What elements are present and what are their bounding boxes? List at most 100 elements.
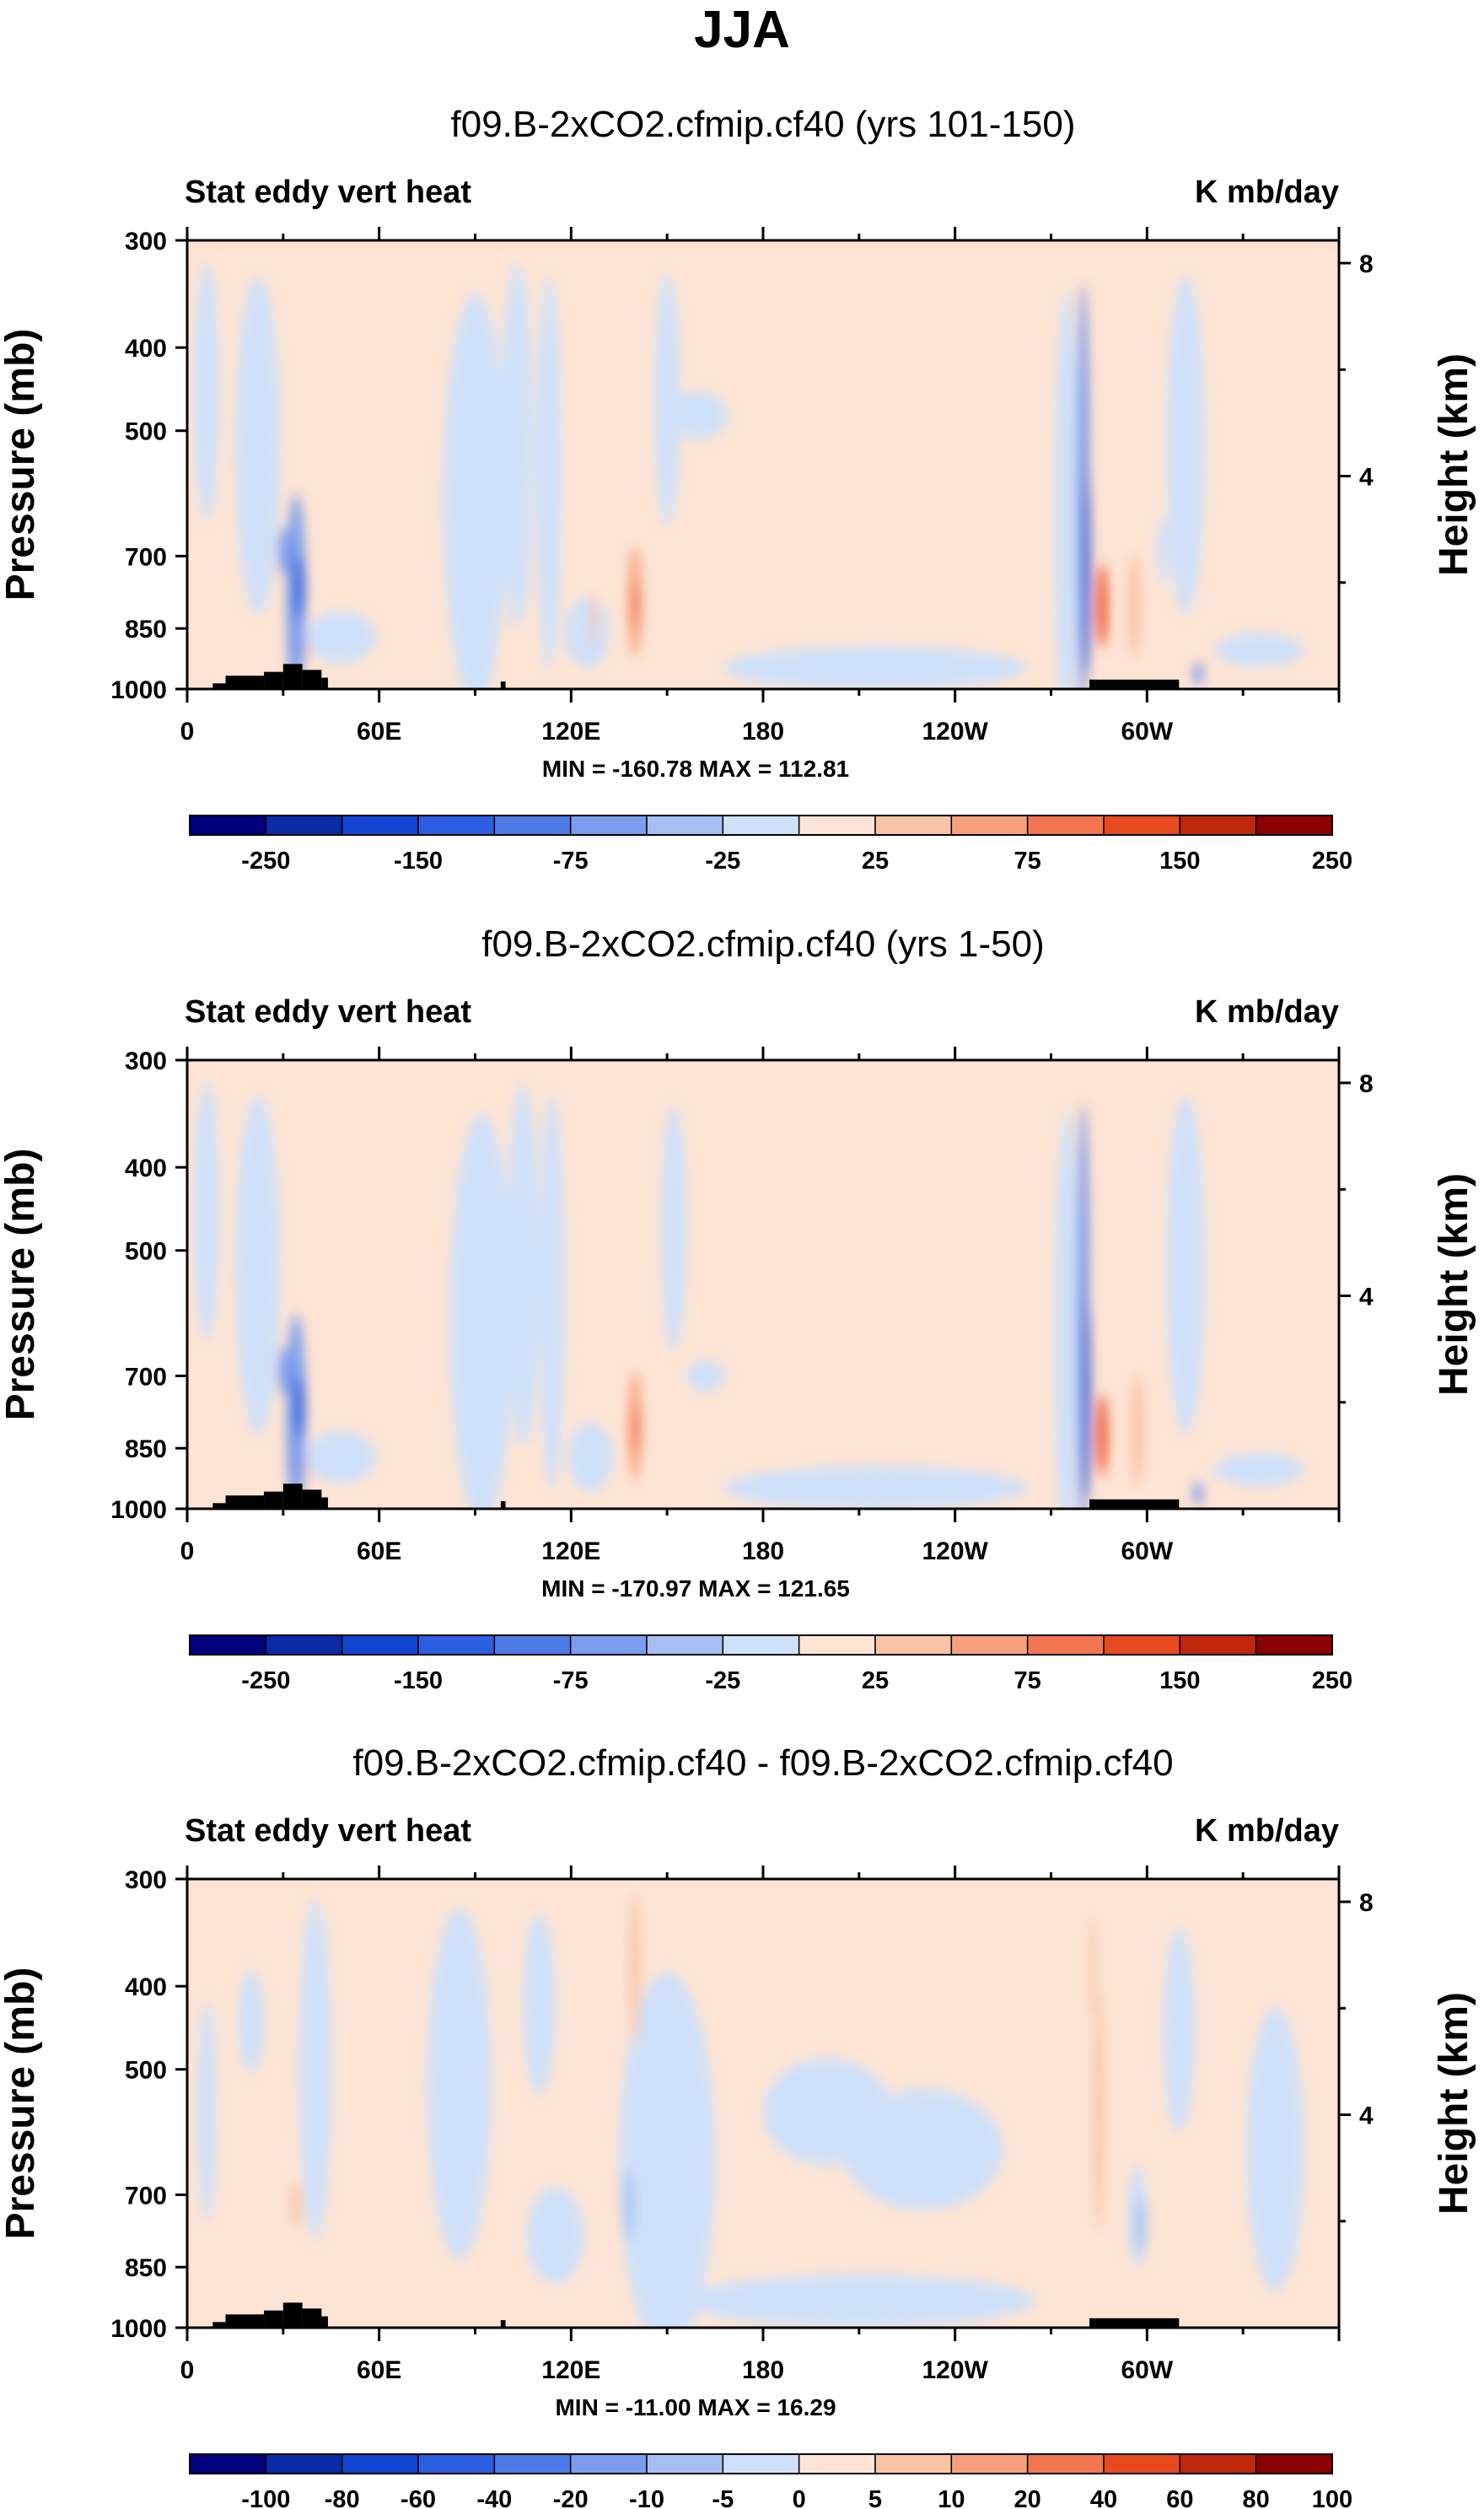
y-tick-label: 1000 [110, 1496, 167, 1524]
colorbar-label: 75 [1014, 1667, 1041, 1694]
colorbar-swatch [874, 1634, 953, 1656]
panel-right-label: K mb/day [1195, 994, 1339, 1030]
panel-3: f09.B-2xCO2.cfmip.cf40 - f09.B-2xCO2.cfm… [0, 1742, 1476, 2509]
anomaly-patch [723, 1466, 1027, 1509]
anomaly-patch [193, 1082, 219, 1341]
colorbar-swatch [417, 815, 496, 836]
figure-title: JJA [694, 1, 790, 59]
anomaly-patch [294, 1374, 304, 1439]
y-tick-label: 500 [125, 1238, 167, 1266]
anomaly-patch [1083, 1298, 1090, 1495]
x-tick-label: 180 [742, 2356, 784, 2384]
x-tick-label: 120W [922, 718, 988, 746]
colorbar-swatch [1026, 1634, 1105, 1656]
topography-mask [225, 1495, 265, 1509]
anomaly-patch [1214, 633, 1304, 667]
x-tick-label: 120E [541, 718, 600, 746]
colorbar-swatch [569, 1634, 648, 1656]
anomaly-patch [427, 1908, 492, 2260]
topography-mask [1089, 1499, 1096, 1509]
min-max-stats: MIN = -160.78 MAX = 112.81 [542, 756, 849, 782]
anomaly-patch [590, 592, 597, 647]
anomaly-patch [1083, 472, 1090, 671]
colorbar-swatch [493, 2453, 572, 2474]
anomaly-patch [539, 1096, 565, 1489]
anomaly-patch [294, 554, 304, 619]
x-tick-label: 120E [541, 1537, 600, 1565]
colorbar-swatch [722, 2453, 800, 2474]
colorbar-swatch [265, 1634, 343, 1656]
colorbar-label: -150 [394, 848, 443, 875]
y-tick-label: 300 [125, 228, 167, 256]
contour-field [187, 240, 1339, 689]
anomaly-patch [291, 2182, 301, 2229]
panel-2: f09.B-2xCO2.cfmip.cf40 (yrs 1-50) Stat ed… [0, 923, 1476, 1694]
x-tick-label: 60W [1121, 2356, 1173, 2384]
y-right-tick-label: 4 [1359, 1284, 1374, 1311]
y-tick-label: 850 [125, 616, 167, 643]
anomaly-patch [526, 2187, 584, 2284]
panel-title: f09.B-2xCO2.cfmip.cf40 (yrs 1-50) [481, 923, 1045, 965]
y-tick-label: 500 [125, 418, 167, 446]
x-tick-label: 0 [180, 1537, 195, 1565]
anomaly-patch [1127, 554, 1141, 658]
colorbar-swatch [646, 1634, 724, 1656]
topography-mask [1089, 2318, 1096, 2328]
y-tick-label: 500 [125, 2057, 167, 2085]
y-right-tick-label: 8 [1359, 1889, 1374, 1917]
y-tick-label: 1000 [110, 676, 167, 704]
x-tick-label: 120E [541, 2356, 600, 2384]
min-max-stats: MIN = -170.97 MAX = 121.65 [541, 1575, 850, 1602]
anomaly-patch [234, 276, 281, 616]
colorbar-swatch [265, 815, 343, 836]
colorbar-frame [189, 2453, 1333, 2474]
colorbar-label: -150 [394, 1667, 443, 1694]
colorbar-label: 60 [1166, 2486, 1193, 2509]
colorbar-label: 250 [1312, 1667, 1352, 1694]
colorbar-label: -25 [705, 848, 740, 875]
colorbar-swatch [569, 815, 648, 836]
colorbar-swatch [341, 2453, 419, 2474]
y-right-tick-label: 8 [1359, 250, 1374, 278]
panel-right-label: K mb/day [1195, 175, 1339, 210]
colorbar-swatch [569, 2453, 648, 2474]
anomaly-patch [1245, 2007, 1304, 2291]
colorbar-swatch [1103, 2453, 1181, 2474]
anomaly-patch [1214, 1452, 1304, 1487]
y-tick-label: 400 [125, 1973, 167, 2001]
anomaly-patch [619, 1972, 716, 2328]
topography-mask [500, 2320, 506, 2328]
anomaly-patch [1131, 1374, 1144, 1486]
anomaly-patch [278, 526, 288, 575]
y-axis-title: Pressure (mb) [0, 1149, 43, 1421]
colorbar-label: -250 [241, 848, 290, 875]
anomaly-patch [669, 392, 729, 439]
x-tick-label: 60W [1121, 1537, 1173, 1565]
anomaly-patch [443, 293, 508, 689]
topography-mask [1095, 2318, 1180, 2328]
anomaly-patch [507, 1083, 540, 1447]
anomaly-patch [1089, 1917, 1096, 2016]
anomaly-patch [523, 1914, 556, 2095]
colorbar-label: -20 [553, 2486, 589, 2509]
colorbar-swatch [798, 815, 876, 836]
topography-mask [321, 2316, 328, 2328]
colorbar-label: 250 [1312, 848, 1352, 875]
y-axis-title: Pressure (mb) [0, 329, 43, 601]
colorbar: -100 -80 -60 -40 -20 -10 -5 0 5 10 20 40 60 80 100 [189, 2453, 1352, 2509]
topography-mask [321, 1497, 328, 1509]
panel-1: f09.B-2xCO2.cfmip.cf40 (yrs 101-150) Stat… [0, 104, 1476, 875]
colorbar-label: -250 [241, 1667, 290, 1694]
colorbar-swatch [493, 815, 572, 836]
x-tick-label: 60E [357, 2356, 401, 2384]
y-axis-title-right: Height (km) [1432, 353, 1476, 576]
topography-mask [321, 677, 328, 689]
colorbar-label: 5 [868, 2486, 882, 2509]
x-tick-label: 60E [357, 1537, 401, 1565]
y-tick-label: 850 [125, 2254, 167, 2282]
panel-title: f09.B-2xCO2.cfmip.cf40 - f09.B-2xCO2.cfm… [352, 1742, 1173, 1784]
anomaly-patch [305, 611, 376, 663]
topography-mask [264, 671, 283, 689]
field-background [187, 240, 1339, 689]
